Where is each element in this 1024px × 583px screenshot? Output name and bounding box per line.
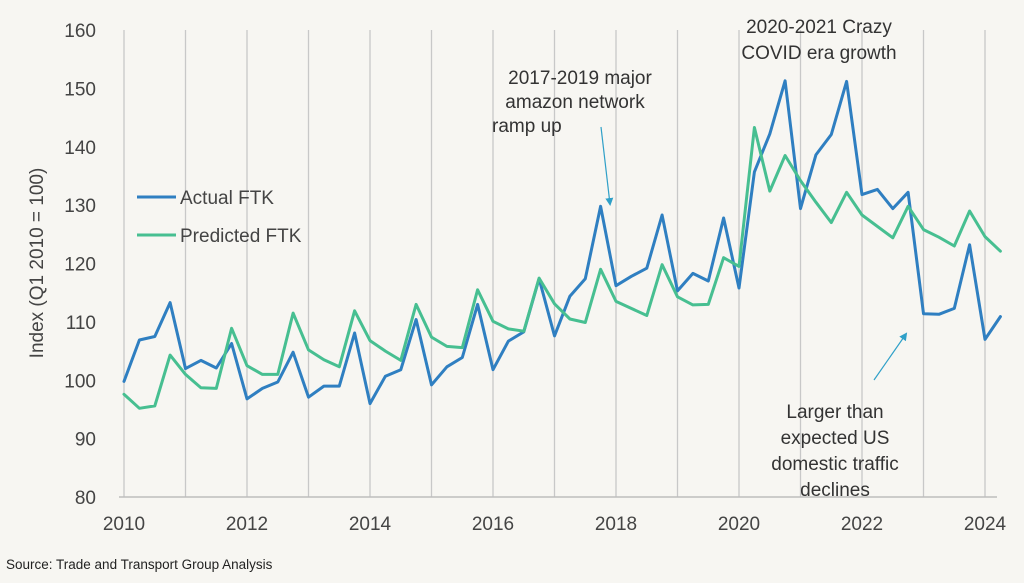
y-tick-label: 100 xyxy=(64,371,96,392)
annotation-amazon-line-1: 2017-2019 major xyxy=(508,68,652,89)
annotation-declines-line-2: expected US xyxy=(781,428,890,449)
annotation-amazon-line-2: amazon network xyxy=(505,92,645,113)
y-tick-label: 130 xyxy=(64,196,96,217)
y-axis-label: Index (Q1 2010 = 100) xyxy=(27,168,48,359)
y-tick-label: 90 xyxy=(75,430,96,451)
annotation-declines-line-3: domestic traffic xyxy=(771,454,898,475)
x-tick-label: 2022 xyxy=(841,514,883,535)
y-tick-label: 160 xyxy=(64,21,96,42)
annotation-declines-line-4: declines xyxy=(800,480,870,501)
annotation-declines-arrow xyxy=(873,332,908,381)
y-axis-ticks: 80 90 100 110 120 130 140 150 160 xyxy=(64,21,96,509)
legend: Actual FTK Predicted FTK xyxy=(137,188,302,247)
x-tick-label: 2016 xyxy=(472,514,514,535)
annotation-declines-line-1: Larger than xyxy=(786,402,883,423)
annotation-amazon-line-3: ramp up xyxy=(492,116,562,137)
annotation-declines: Larger than expected US domestic traffic… xyxy=(771,332,908,501)
y-tick-label: 140 xyxy=(64,138,96,159)
annotation-covid: 2020-2021 Crazy COVID era growth xyxy=(741,17,896,64)
annotation-covid-line-1: 2020-2021 Crazy xyxy=(746,17,892,38)
annotation-amazon: 2017-2019 major amazon network ramp up xyxy=(492,68,652,206)
y-tick-label: 110 xyxy=(66,313,96,334)
x-tick-label: 2020 xyxy=(718,514,760,535)
annotation-covid-line-2: COVID era growth xyxy=(741,43,896,64)
y-tick-label: 150 xyxy=(64,79,96,100)
x-tick-label: 2024 xyxy=(964,514,1007,535)
series-lines xyxy=(122,79,1002,410)
source-note: Source: Trade and Transport Group Analys… xyxy=(6,557,273,572)
series-line-predicted-ftk xyxy=(122,126,1002,410)
x-tick-label: 2014 xyxy=(349,514,392,535)
gridlines xyxy=(123,30,986,497)
legend-label-predicted: Predicted FTK xyxy=(180,226,302,247)
x-tick-label: 2012 xyxy=(226,514,268,535)
annotation-amazon-arrow xyxy=(600,126,614,206)
x-tick-label: 2010 xyxy=(103,514,145,535)
legend-label-actual: Actual FTK xyxy=(180,188,274,209)
series-line-actual-ftk xyxy=(122,79,1002,406)
x-axis-ticks: 2010 2012 2014 2016 2018 2020 2022 2024 xyxy=(103,514,1007,535)
x-tick-label: 2018 xyxy=(595,514,637,535)
y-tick-label: 80 xyxy=(75,488,96,509)
y-tick-label: 120 xyxy=(64,255,96,276)
